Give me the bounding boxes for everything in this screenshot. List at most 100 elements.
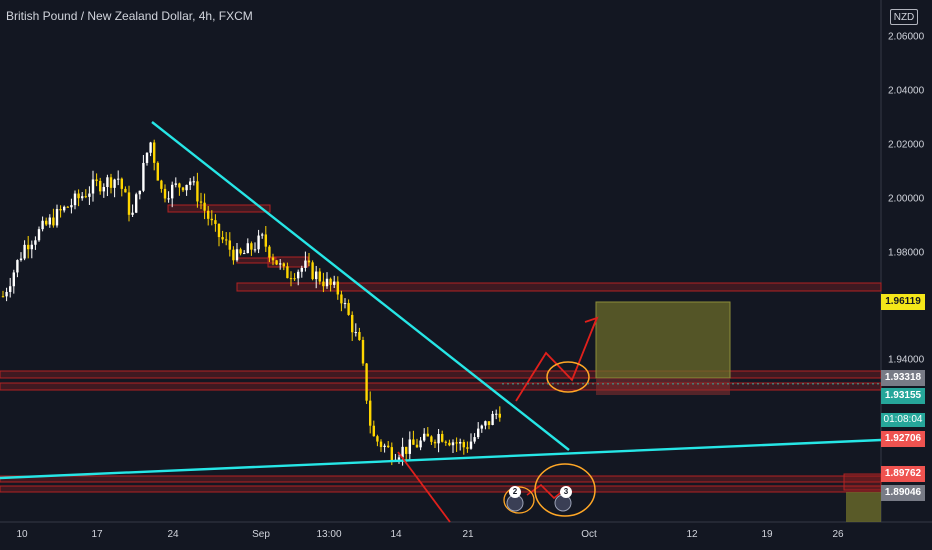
event-badge[interactable]: 3 xyxy=(560,486,572,498)
candle-up xyxy=(73,193,77,206)
candle-down xyxy=(466,447,469,449)
candle-up xyxy=(117,178,120,180)
candle-down xyxy=(412,439,415,445)
candle-down xyxy=(361,339,365,364)
candle-up xyxy=(131,212,134,215)
candle-down xyxy=(214,220,217,224)
candle-down xyxy=(347,303,350,315)
resistance-zone xyxy=(0,475,882,483)
candle-up xyxy=(167,198,170,200)
resistance-zone xyxy=(236,282,882,292)
candle-down xyxy=(358,332,361,340)
candle-up xyxy=(459,442,462,444)
candle-down xyxy=(1,296,5,298)
candle-down xyxy=(286,266,289,279)
candle-up xyxy=(261,234,264,236)
candle-down xyxy=(376,436,379,442)
candle-up xyxy=(192,181,195,183)
candle-down xyxy=(228,240,231,250)
candle-down xyxy=(250,243,253,250)
resistance-zone xyxy=(0,485,882,493)
candle-up xyxy=(9,286,12,292)
candle-up xyxy=(34,240,37,245)
x-tick-label: 21 xyxy=(462,529,474,540)
candle-down xyxy=(365,363,368,401)
candle-up xyxy=(41,220,44,230)
candle-down xyxy=(329,278,332,285)
candle-down xyxy=(77,193,80,199)
candle-down xyxy=(275,260,278,265)
candle-down xyxy=(487,421,491,425)
candle-up xyxy=(304,260,307,268)
resistance-zone xyxy=(167,204,271,213)
candle-up xyxy=(451,442,455,446)
candle-down xyxy=(160,180,163,189)
candle-up xyxy=(19,258,23,261)
candle-up xyxy=(30,244,33,250)
candle-up xyxy=(419,440,422,448)
stop-box xyxy=(596,378,730,395)
candle-down xyxy=(27,244,30,250)
candle-down xyxy=(203,202,206,211)
candle-down xyxy=(322,281,325,287)
x-tick-label: 10 xyxy=(16,529,28,540)
y-tick-label: 1.94000 xyxy=(888,354,925,366)
candle-up xyxy=(138,190,141,195)
resistance-zone xyxy=(843,473,882,491)
target-box xyxy=(595,301,731,379)
resistance-zone xyxy=(0,370,882,379)
candle-up xyxy=(63,206,66,211)
candle-up xyxy=(243,253,246,255)
x-tick-label: 26 xyxy=(832,529,844,540)
candle-down xyxy=(109,177,113,188)
candle-up xyxy=(333,281,336,285)
candle-up xyxy=(12,272,15,287)
candle-down xyxy=(196,181,199,202)
y-tick-label: 2.02000 xyxy=(888,139,925,151)
candle-up xyxy=(189,181,192,185)
candle-up xyxy=(257,235,260,250)
candle-up xyxy=(315,271,318,280)
candle-up xyxy=(469,441,473,449)
candle-down xyxy=(340,294,343,304)
candle-countdown: 01:08:04 xyxy=(881,413,925,427)
candle-up xyxy=(81,196,84,199)
projection-path xyxy=(515,319,597,402)
currency-button[interactable]: NZD xyxy=(890,9,918,25)
price-label-last: 1.93155 xyxy=(881,388,925,404)
candle-down xyxy=(127,192,131,215)
candle-up xyxy=(16,260,19,273)
candle-down xyxy=(426,433,429,437)
candle-down xyxy=(282,263,285,267)
candle-up xyxy=(408,439,411,454)
price-label-target: 1.96119 xyxy=(881,294,925,310)
candle-up xyxy=(477,428,480,438)
candle-up xyxy=(484,421,487,426)
candle-down xyxy=(405,446,408,454)
symbol-title[interactable]: British Pound / New Zealand Dollar, 4h, … xyxy=(6,9,253,23)
event-badge[interactable]: 2 xyxy=(509,486,521,498)
candle-up xyxy=(343,303,347,305)
candle-up xyxy=(401,446,404,458)
candle-down xyxy=(271,257,275,261)
candle-down xyxy=(181,187,185,191)
x-tick-label: 13:00 xyxy=(316,529,342,540)
candle-down xyxy=(84,196,87,198)
candle-down xyxy=(441,434,444,442)
candle-down xyxy=(379,441,383,447)
candle-up xyxy=(91,179,95,194)
candle-up xyxy=(149,142,152,153)
price-label-zone-top: 1.93318 xyxy=(881,370,925,386)
candle-down xyxy=(239,249,242,254)
candle-down xyxy=(311,262,314,280)
candle-down xyxy=(444,441,447,443)
candle-up xyxy=(300,267,303,272)
candle-up xyxy=(37,229,41,241)
candle-down xyxy=(199,201,203,203)
candle-up xyxy=(253,249,257,251)
x-tick-label: 17 xyxy=(91,529,103,540)
price-label-support-low: 1.89046 xyxy=(881,485,925,501)
candle-down xyxy=(415,444,419,448)
